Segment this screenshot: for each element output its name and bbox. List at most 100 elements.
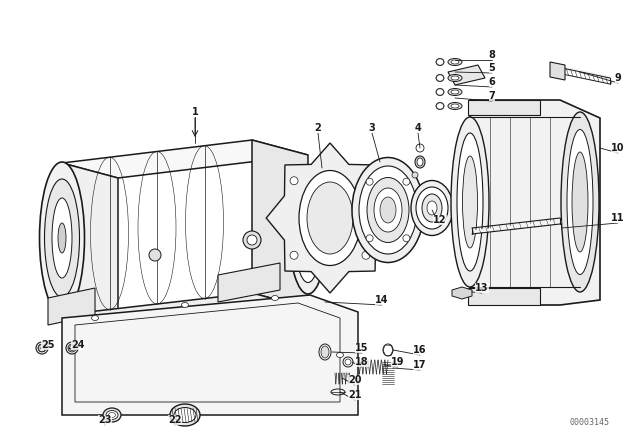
Ellipse shape <box>572 152 588 252</box>
Ellipse shape <box>463 156 477 248</box>
Text: 14: 14 <box>375 295 388 305</box>
Ellipse shape <box>343 357 353 367</box>
Ellipse shape <box>561 112 599 292</box>
Polygon shape <box>468 100 540 115</box>
Ellipse shape <box>359 166 417 254</box>
Text: 11: 11 <box>611 213 625 223</box>
Polygon shape <box>550 62 565 80</box>
Ellipse shape <box>403 178 410 185</box>
Ellipse shape <box>383 344 393 356</box>
Ellipse shape <box>271 296 278 301</box>
Text: 15: 15 <box>355 343 369 353</box>
Ellipse shape <box>448 103 462 109</box>
Ellipse shape <box>304 209 312 251</box>
Ellipse shape <box>367 177 409 242</box>
Text: 8: 8 <box>488 50 495 60</box>
Text: 16: 16 <box>413 345 427 355</box>
Polygon shape <box>62 140 308 178</box>
Ellipse shape <box>149 249 161 261</box>
Ellipse shape <box>182 302 189 307</box>
Ellipse shape <box>307 182 353 254</box>
Ellipse shape <box>247 235 257 245</box>
Ellipse shape <box>366 178 373 185</box>
Text: 4: 4 <box>415 123 421 133</box>
Ellipse shape <box>337 353 344 358</box>
Ellipse shape <box>416 144 424 152</box>
Polygon shape <box>48 288 95 325</box>
Ellipse shape <box>362 251 370 259</box>
Ellipse shape <box>36 342 48 354</box>
Text: 1: 1 <box>191 107 198 117</box>
Ellipse shape <box>70 345 74 350</box>
Ellipse shape <box>436 59 444 65</box>
Ellipse shape <box>294 177 322 283</box>
Polygon shape <box>448 65 485 85</box>
Polygon shape <box>62 295 358 415</box>
Polygon shape <box>252 140 308 308</box>
Ellipse shape <box>427 201 437 215</box>
Ellipse shape <box>451 117 489 287</box>
Text: 22: 22 <box>168 415 182 425</box>
Ellipse shape <box>451 60 459 64</box>
Ellipse shape <box>451 104 459 108</box>
Polygon shape <box>62 293 308 330</box>
Text: 24: 24 <box>71 340 84 350</box>
Ellipse shape <box>170 404 200 426</box>
Polygon shape <box>470 100 600 305</box>
Ellipse shape <box>451 76 459 80</box>
Polygon shape <box>62 163 118 330</box>
Ellipse shape <box>416 187 448 229</box>
Ellipse shape <box>374 188 402 232</box>
Text: 21: 21 <box>348 390 362 400</box>
Text: 20: 20 <box>348 375 362 385</box>
Ellipse shape <box>68 344 76 352</box>
Ellipse shape <box>103 408 121 422</box>
Ellipse shape <box>380 197 396 223</box>
Text: 7: 7 <box>488 91 495 101</box>
Ellipse shape <box>287 167 293 173</box>
Ellipse shape <box>45 179 79 297</box>
Ellipse shape <box>319 344 331 360</box>
Ellipse shape <box>448 59 462 65</box>
Ellipse shape <box>58 223 66 253</box>
Text: 10: 10 <box>611 143 625 153</box>
Ellipse shape <box>412 172 418 178</box>
Ellipse shape <box>567 129 593 275</box>
Polygon shape <box>266 143 394 293</box>
Ellipse shape <box>66 342 78 354</box>
Text: 5: 5 <box>488 63 495 73</box>
Ellipse shape <box>457 133 483 271</box>
Polygon shape <box>468 288 540 305</box>
Text: 3: 3 <box>369 123 376 133</box>
Ellipse shape <box>92 315 99 320</box>
Text: 23: 23 <box>99 415 112 425</box>
Ellipse shape <box>451 90 459 94</box>
Text: 19: 19 <box>391 357 404 367</box>
Ellipse shape <box>300 194 316 266</box>
Polygon shape <box>218 263 280 302</box>
Ellipse shape <box>362 177 370 185</box>
Text: 12: 12 <box>433 215 447 225</box>
Ellipse shape <box>403 235 410 242</box>
Ellipse shape <box>448 89 462 95</box>
Text: 25: 25 <box>41 340 55 350</box>
Ellipse shape <box>422 194 442 222</box>
Ellipse shape <box>174 408 196 422</box>
Ellipse shape <box>417 158 423 166</box>
Ellipse shape <box>352 158 424 263</box>
Ellipse shape <box>436 103 444 109</box>
Ellipse shape <box>448 74 462 82</box>
Polygon shape <box>452 287 472 299</box>
Ellipse shape <box>40 162 84 314</box>
Ellipse shape <box>290 251 298 259</box>
Ellipse shape <box>411 181 453 236</box>
Text: 9: 9 <box>614 73 621 83</box>
Ellipse shape <box>415 156 425 168</box>
Ellipse shape <box>436 74 444 82</box>
Ellipse shape <box>38 344 46 352</box>
Text: 00003145: 00003145 <box>570 418 610 426</box>
Ellipse shape <box>52 198 72 278</box>
Ellipse shape <box>290 177 298 185</box>
Text: 6: 6 <box>488 77 495 87</box>
Text: 13: 13 <box>476 283 489 293</box>
